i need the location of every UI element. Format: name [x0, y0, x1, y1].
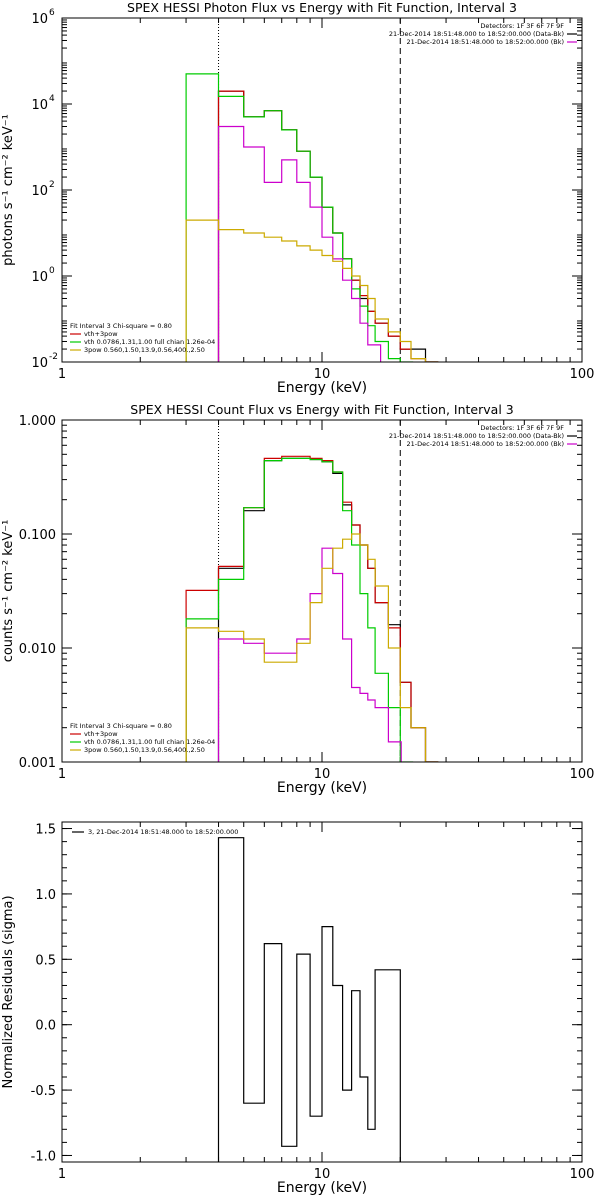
x-axis-label: Energy (keV)	[277, 1180, 367, 1196]
legend-entry: vth+3pow	[84, 730, 118, 738]
svg-text:-2: -2	[49, 352, 58, 362]
series-1-histogram	[217, 837, 401, 1162]
x-tick-label: 10	[314, 367, 331, 382]
x-axis-label: Energy (keV)	[277, 780, 367, 796]
header-line: 21-Dec-2014 18:51:48.000 to 18:52:00.000…	[407, 38, 565, 46]
legend-entry: 3, 21-Dec-2014 18:51:48.000 to 18:52:00.…	[88, 828, 238, 836]
series-3-histogram	[185, 457, 414, 762]
y-tick-label: 0.0	[35, 1019, 56, 1034]
chart-panel-3: Energy (keV) Normalized Residuals (sigma)…	[1, 821, 595, 1196]
x-tick-label: 100	[570, 1167, 595, 1182]
header-line: Detectors: 1F 3F 6F 7F 9F	[480, 424, 564, 432]
legend-entry: vth 0.0786,1.31,1.00 full chian 1.26e-04	[84, 338, 215, 346]
plot-frame	[61, 821, 583, 1163]
y-tick-label: 10 -2	[31, 352, 58, 371]
svg-text:0: 0	[49, 266, 55, 276]
chart-panel-1: SPEX HESSI Photon Flux vs Energy with Fi…	[1, 0, 594, 396]
x-tick-label: 1	[58, 1167, 66, 1182]
y-tick-label: 10 6	[31, 8, 55, 27]
y-tick-label: 10 4	[31, 94, 55, 113]
svg-text:10: 10	[31, 184, 48, 199]
series-5-histogram	[185, 533, 439, 762]
y-tick-label: 0.100	[19, 528, 56, 543]
y-tick-label: 1.000	[19, 414, 56, 429]
svg-text:10: 10	[31, 356, 48, 371]
legend-entry: vth 0.0786,1.31,1.00 full chian 1.26e-04	[84, 738, 215, 746]
y-tick-label: 0.001	[19, 756, 56, 771]
header-line: 21-Dec-2014 18:51:48.000 to 18:52:00.000…	[407, 440, 565, 448]
svg-text:6: 6	[49, 8, 55, 18]
y-tick-label: -1.0	[31, 1149, 56, 1164]
x-tick-label: 1	[58, 367, 66, 382]
x-tick-label: 10	[314, 767, 331, 782]
y-axis-label: Normalized Residuals (sigma)	[1, 895, 16, 1088]
x-tick-label: 1	[58, 767, 66, 782]
series-4-histogram	[217, 125, 382, 362]
y-tick-label: -0.5	[31, 1084, 56, 1099]
legend-entry: Fit Interval 3 Chi-square = 0.80	[70, 322, 172, 330]
x-tick-label: 100	[570, 367, 595, 382]
y-tick-label: 0.010	[19, 642, 56, 657]
legend-entry: 3pow 0.560,1.50,13.9,0.56,400.,2.50	[84, 746, 205, 754]
plot-frame	[61, 17, 583, 363]
legend-entry: Fit Interval 3 Chi-square = 0.80	[70, 722, 172, 730]
y-tick-label: 10 2	[31, 180, 54, 199]
svg-text:2: 2	[49, 180, 55, 190]
series-5-histogram	[185, 219, 439, 362]
y-axis-label: photons s⁻¹ cm⁻² keV⁻¹	[1, 114, 16, 266]
chart-title: SPEX HESSI Photon Flux vs Energy with Fi…	[127, 0, 517, 15]
svg-text:10: 10	[31, 270, 48, 285]
header-line: 21-Dec-2014 18:51:48.000 to 18:52:00.000…	[389, 432, 564, 440]
y-tick-label: 1.5	[35, 823, 56, 838]
y-tick-label: 10 0	[31, 266, 55, 285]
y-tick-label: 1.0	[35, 888, 56, 903]
svg-text:10: 10	[31, 98, 48, 113]
plot-frame	[61, 419, 583, 763]
series-3-histogram	[185, 73, 414, 362]
series-group	[217, 837, 401, 1162]
legend-entry: 3pow 0.560,1.50,13.9,0.56,400.,2.50	[84, 346, 205, 354]
chart-title: SPEX HESSI Count Flux vs Energy with Fit…	[130, 402, 513, 417]
series-group	[185, 455, 439, 762]
header-line: Detectors: 1F 3F 6F 7F 9F	[480, 22, 564, 30]
y-tick-label: 0.5	[35, 953, 56, 968]
svg-text:4: 4	[49, 94, 55, 104]
x-axis-label: Energy (keV)	[277, 380, 367, 396]
y-axis-label: counts s⁻¹ cm⁻² keV⁻¹	[1, 520, 16, 663]
x-tick-label: 100	[570, 767, 595, 782]
svg-text:10: 10	[31, 12, 48, 27]
x-tick-label: 10	[314, 1167, 331, 1182]
chart-panel-2: SPEX HESSI Count Flux vs Energy with Fit…	[1, 402, 594, 796]
series-group	[185, 73, 439, 362]
legend-entry: vth+3pow	[84, 330, 118, 338]
header-line: 21-Dec-2014 18:51:48.000 to 18:52:00.000…	[389, 30, 564, 38]
